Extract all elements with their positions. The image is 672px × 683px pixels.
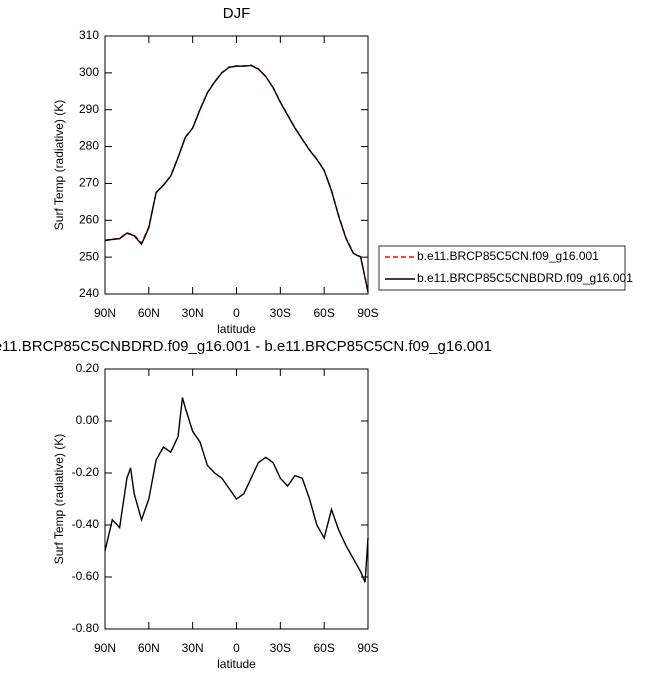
- chart-title: b.e11.BRCP85C5CNBDRD.f09_g16.001 - b.e11…: [0, 338, 492, 355]
- y-tick-label: 270: [79, 176, 99, 190]
- x-tick-label: 90S: [357, 641, 378, 655]
- x-tick-label: 30S: [270, 306, 291, 320]
- y-tick-label: 300: [79, 65, 99, 79]
- y-axis-label: Surf Temp (radiative) (K): [52, 434, 66, 564]
- y-tick-label: 310: [79, 28, 99, 42]
- x-tick-label: 30N: [182, 641, 204, 655]
- y-tick-label: -0.60: [72, 569, 100, 583]
- x-tick-label: 30S: [270, 641, 291, 655]
- x-tick-label: 90S: [357, 306, 378, 320]
- y-tick-label: 290: [79, 102, 99, 116]
- x-tick-label: 60N: [138, 306, 160, 320]
- x-tick-label: 60S: [313, 306, 334, 320]
- x-tick-label: 0: [233, 306, 240, 320]
- y-axis-label: Surf Temp (radiative) (K): [52, 100, 66, 230]
- legend-box: [378, 245, 626, 291]
- x-axis-label: latitude: [217, 657, 256, 671]
- plot-frame: [104, 368, 369, 630]
- data-line: [104, 64, 369, 293]
- y-tick-label: 0.20: [76, 361, 100, 375]
- data-line: [104, 64, 369, 292]
- x-axis-label: latitude: [217, 322, 256, 336]
- y-tick-label: 260: [79, 212, 99, 226]
- x-tick-label: 30N: [182, 306, 204, 320]
- y-tick-label: 0.00: [76, 413, 100, 427]
- plot-frame: [104, 35, 369, 295]
- x-tick-label: 90N: [94, 641, 116, 655]
- y-tick-label: 240: [79, 286, 99, 300]
- legend-label: b.e11.BRCP85C5CN.f09_g16.001: [417, 249, 599, 263]
- x-tick-label: 90N: [94, 306, 116, 320]
- y-tick-label: -0.40: [72, 517, 100, 531]
- y-tick-label: 250: [79, 249, 99, 263]
- legend-label: b.e11.BRCP85C5CNBDRD.f09_g16.001: [417, 271, 633, 285]
- x-tick-label: 0: [233, 641, 240, 655]
- x-tick-label: 60S: [313, 641, 334, 655]
- y-tick-label: -0.80: [72, 621, 100, 635]
- y-tick-label: -0.20: [72, 465, 100, 479]
- data-line: [104, 397, 369, 583]
- y-tick-label: 280: [79, 139, 99, 153]
- x-tick-label: 60N: [138, 641, 160, 655]
- chart-title: DJF: [223, 5, 251, 22]
